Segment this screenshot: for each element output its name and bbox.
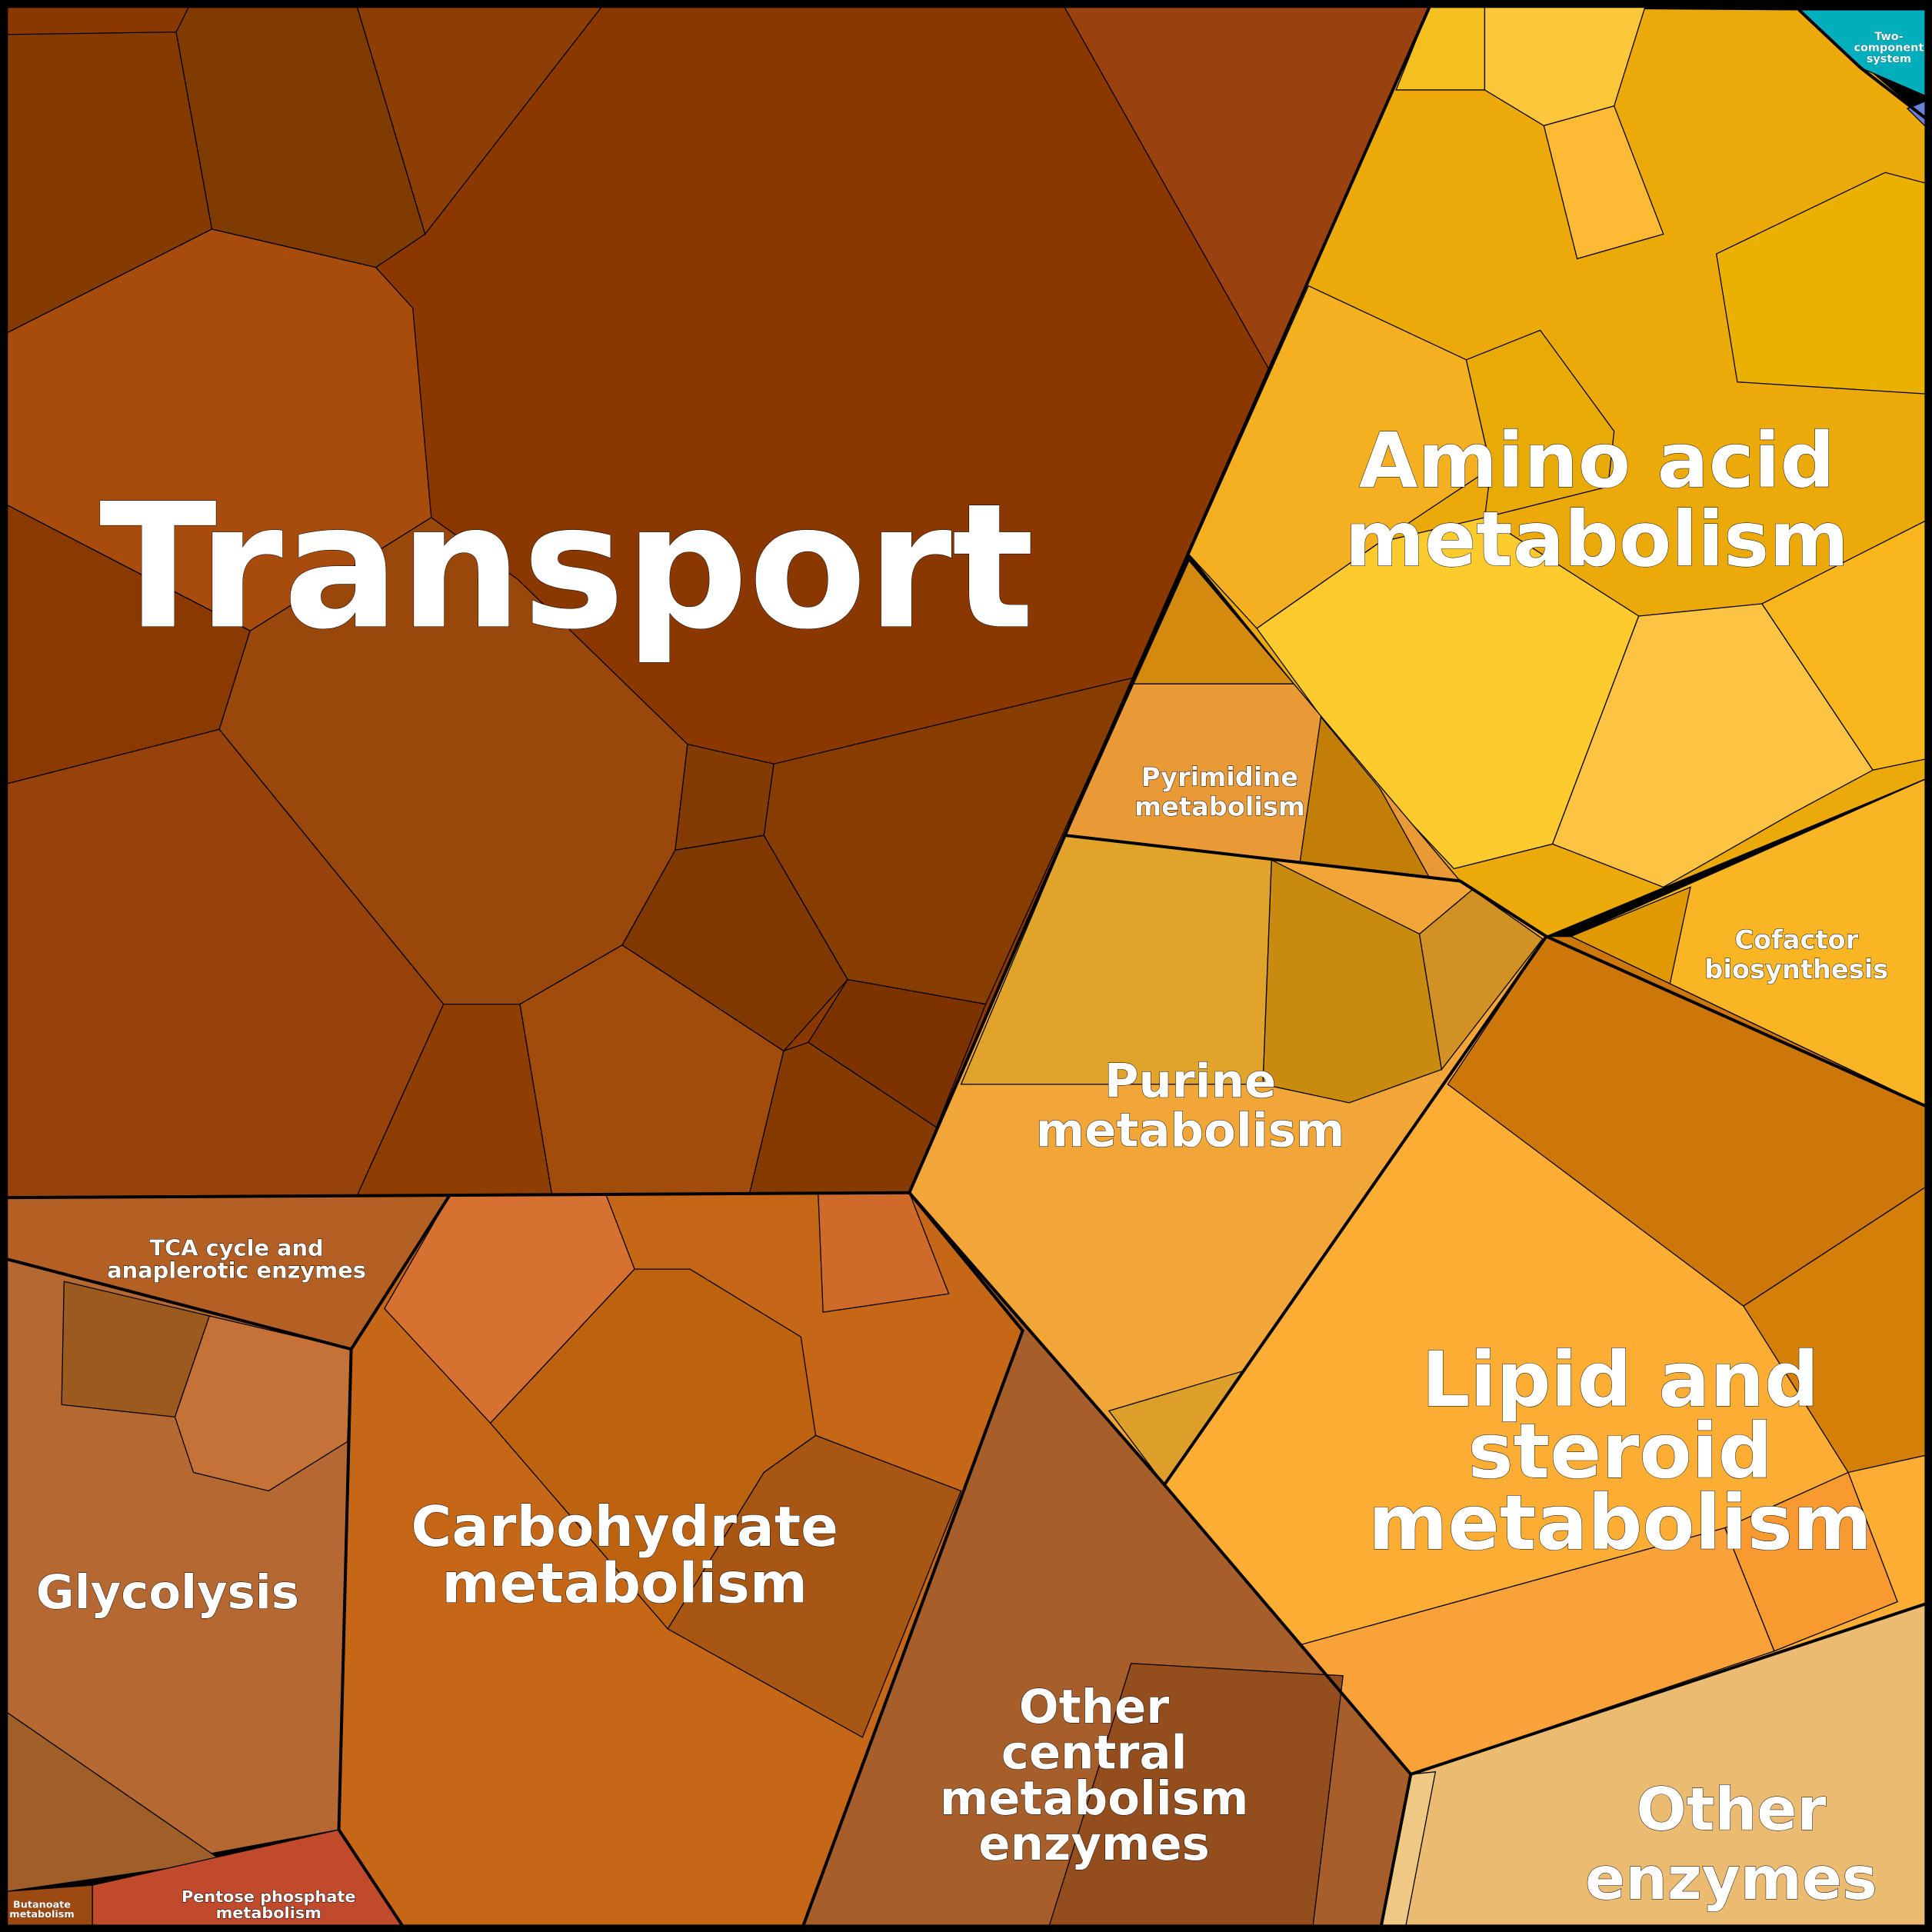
cell	[621, 834, 848, 1052]
label-line: Lipid and	[1421, 1336, 1819, 1424]
label-line: anaplerotic enzymes	[107, 1257, 366, 1283]
border	[799, 1191, 1024, 1932]
border	[7, 1257, 352, 1351]
cell	[1132, 559, 1295, 685]
cell	[1743, 1182, 1932, 1474]
region-label: Amino acid metabolism	[1345, 417, 1849, 585]
border	[1065, 834, 1549, 1486]
region-label: Other central metabolism enzymes	[940, 1680, 1249, 1871]
label-line: Amino acid	[1359, 417, 1835, 505]
region-label: Two-component system	[1854, 31, 1924, 65]
label-line: Carbohydrate	[411, 1495, 838, 1560]
region-label: Purine metabolism	[1036, 1054, 1345, 1158]
label-line: metabolism	[1368, 1479, 1872, 1567]
label-line: Pentose phosphate	[182, 1887, 355, 1906]
cell	[1047, 1663, 1344, 1932]
label-line: Other	[1636, 1776, 1826, 1844]
border	[1410, 1600, 1932, 1776]
label-line: TCA cycle and	[149, 1234, 323, 1261]
cell	[667, 1434, 962, 1738]
cell	[1447, 935, 1932, 1307]
region-label: Pentose phosphate metabolism	[182, 1887, 355, 1922]
label-line: metabolism	[216, 1904, 321, 1922]
label-line: component	[1854, 42, 1924, 54]
label-line: Glycolysis	[36, 1565, 299, 1620]
label-line: metabolism	[441, 1551, 808, 1616]
label-line: Two-	[1874, 31, 1903, 43]
label-line: enzymes	[978, 1817, 1210, 1871]
cell	[1418, 888, 1544, 1071]
label-line: metabolism	[9, 1909, 74, 1920]
label-line: metabolism	[1036, 1103, 1345, 1158]
label-line: steroid	[1468, 1407, 1773, 1496]
label-line: Butanoate	[13, 1899, 71, 1910]
region-label: Pyrimidine metabolism	[1134, 762, 1305, 821]
region-label: Cofactor biosynthesis	[1704, 924, 1888, 984]
label-line: metabolism	[940, 1771, 1249, 1826]
label-line: system	[1867, 53, 1911, 65]
cell	[1715, 172, 1932, 395]
region-label: Butanoate metabolism	[9, 1899, 74, 1920]
label-line: enzymes	[1585, 1845, 1877, 1914]
region-label: Carbohydrate metabolism	[411, 1495, 838, 1617]
cell	[1465, 329, 1615, 518]
label-line: Pyrimidine	[1141, 762, 1298, 792]
label-line: Other	[1019, 1680, 1169, 1734]
region-label: TCA cycle and anaplerotic enzymes	[107, 1234, 366, 1283]
border	[1545, 934, 1932, 1111]
region-label: Other enzymes	[1585, 1776, 1877, 1914]
border	[7, 6, 1431, 1200]
cell	[1543, 105, 1664, 260]
region-label: Lipid and steroid metabolism	[1368, 1336, 1872, 1567]
border	[337, 1194, 451, 1932]
region-label: Transport	[99, 466, 1034, 667]
cell	[675, 743, 774, 851]
cell	[1760, 517, 1932, 771]
label-line: biosynthesis	[1704, 954, 1888, 984]
label-line: Purine	[1104, 1054, 1276, 1108]
label-line: metabolism	[1345, 495, 1849, 584]
label-line: central	[1001, 1726, 1188, 1780]
cell	[1724, 1471, 1898, 1652]
label-line: Transport	[99, 466, 1034, 667]
border	[908, 1191, 1413, 1932]
cells	[6, 6, 1932, 1932]
region-label: Glycolysis	[36, 1565, 299, 1620]
label-line: metabolism	[1134, 791, 1305, 821]
label-line: Cofactor	[1734, 924, 1858, 954]
cell	[1262, 859, 1443, 1104]
border	[1797, 8, 1932, 125]
